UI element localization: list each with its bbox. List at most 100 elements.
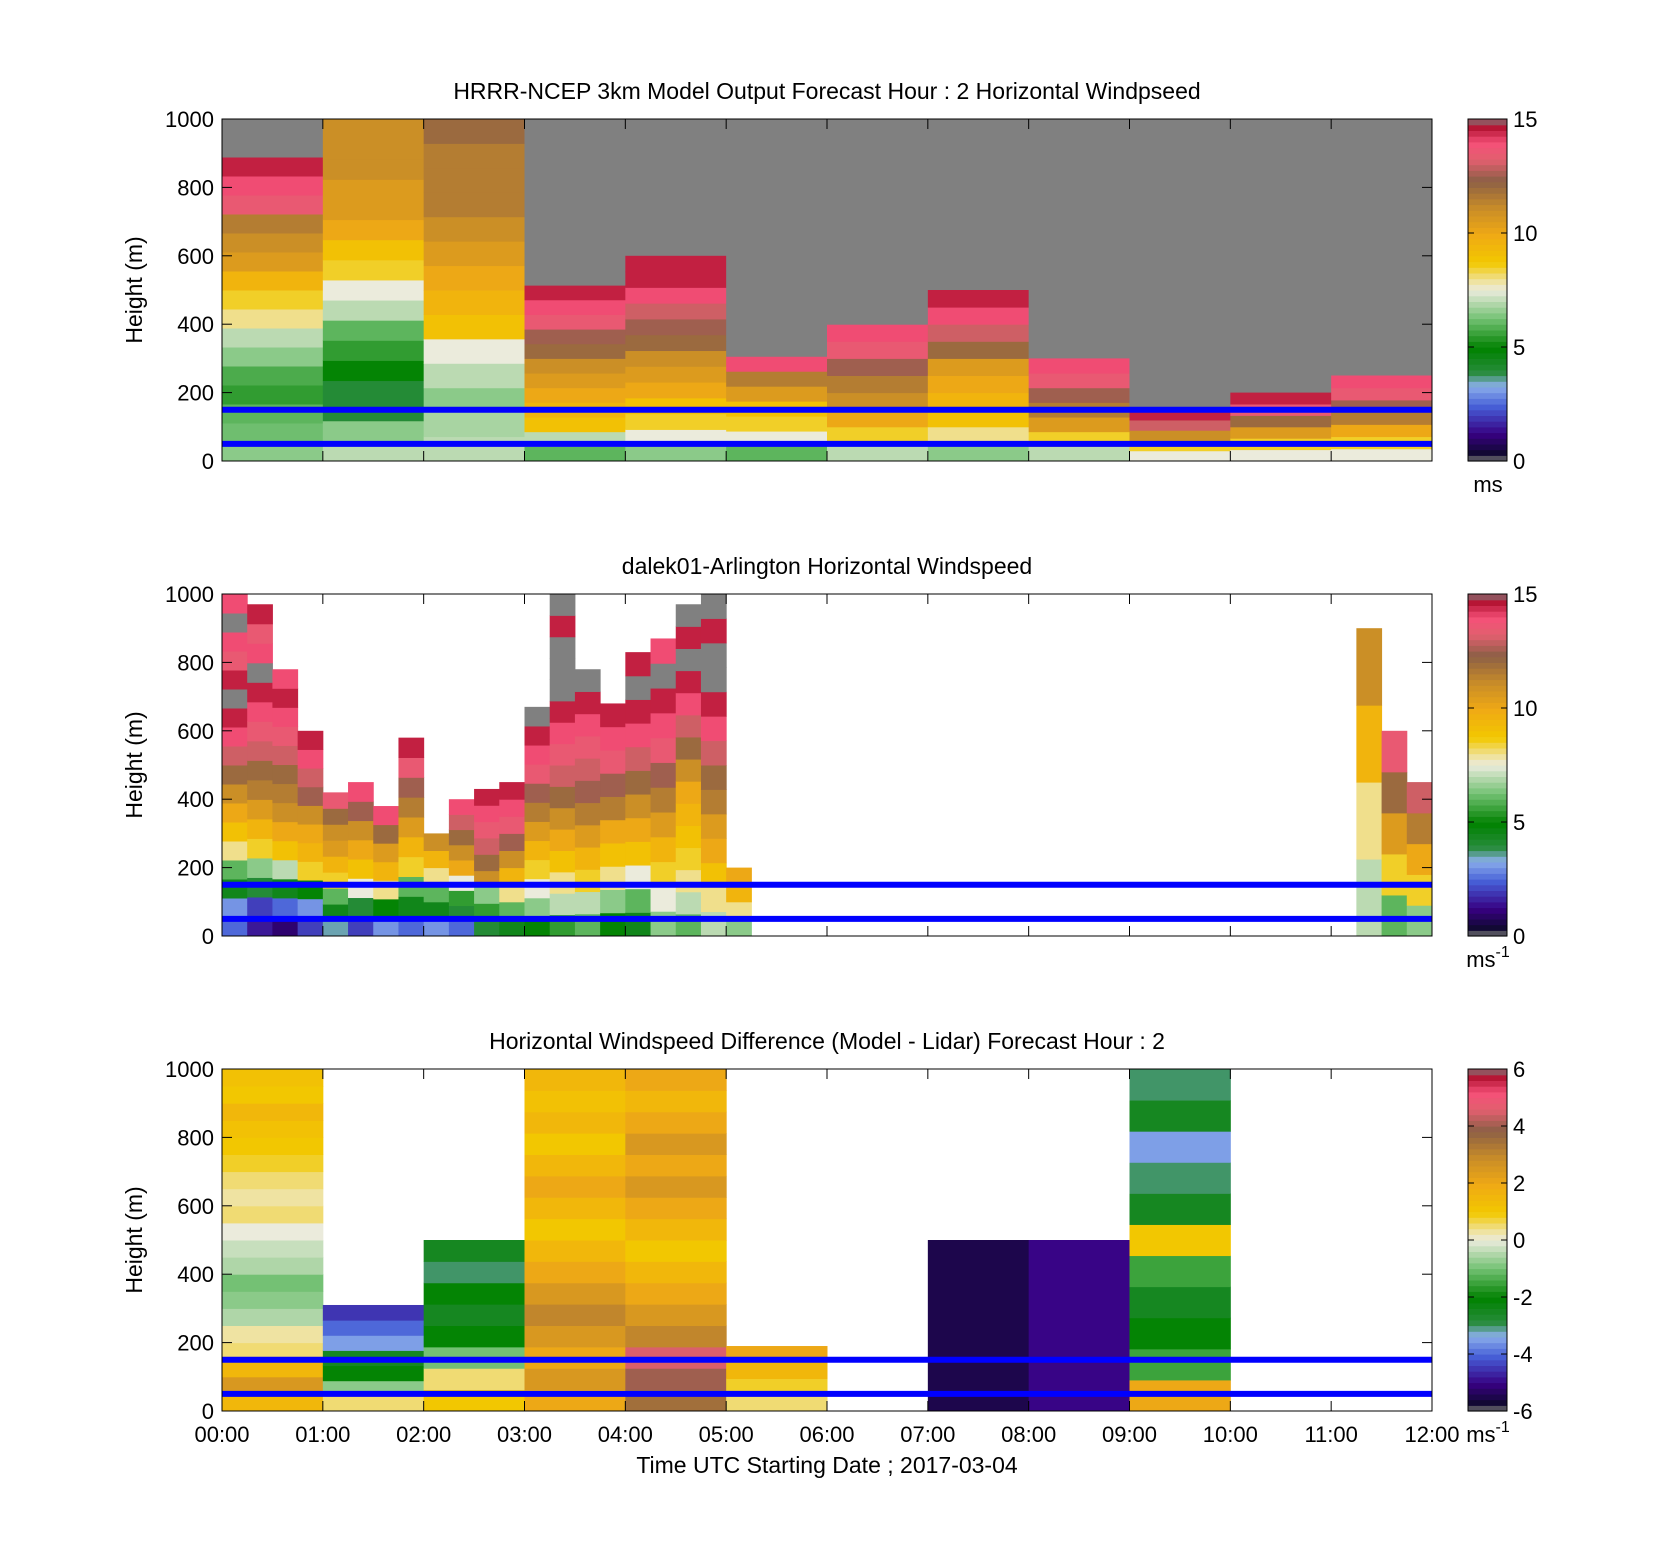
- colorbar: 0 5 10 15 ms: [1467, 107, 1537, 497]
- heatmap-cell: [247, 701, 273, 722]
- heatmap-cell: [297, 730, 324, 750]
- heatmap-cell: [574, 802, 601, 826]
- heatmap-cell: [625, 271, 727, 288]
- heatmap-cell: [1230, 415, 1332, 428]
- colorbar-segment: [1468, 358, 1507, 365]
- heatmap-cell: [222, 1205, 324, 1224]
- panel-3: 0 200 400 600 800 1000 00:00 01:00 02:00 03:00 04:…: [121, 1028, 1533, 1478]
- heatmap-cell: [726, 341, 828, 357]
- colorbar-segment: [1468, 1314, 1507, 1321]
- colorbar-segment: [1468, 759, 1507, 766]
- colorbar-segment: [1468, 1405, 1507, 1412]
- colorbar-segment: [1468, 255, 1507, 263]
- heatmap-cell: [222, 423, 324, 443]
- colorbar-segment: [1468, 312, 1507, 320]
- heatmap-cell: [222, 841, 248, 861]
- heatmap-cell: [700, 691, 727, 717]
- heatmap-cell: [247, 857, 273, 878]
- colorbar-segment: [1468, 1080, 1507, 1087]
- colorbar-segment: [1468, 1348, 1507, 1355]
- y-axis-label: Height (m): [121, 236, 147, 343]
- colorbar-segment: [1468, 221, 1507, 228]
- y-tick-label: 600: [177, 244, 214, 269]
- heatmap-cell: [398, 896, 425, 917]
- unit-superscript: -1: [1496, 1419, 1510, 1436]
- heatmap-cell: [625, 888, 652, 913]
- heatmap-cell: [600, 819, 626, 844]
- colorbar-segment: [1468, 215, 1507, 223]
- colorbar-segment: [1468, 827, 1507, 834]
- heatmap-cell: [499, 799, 525, 817]
- colorbar-segment: [1468, 816, 1507, 823]
- heatmap-cell: [222, 765, 248, 785]
- colorbar-segment: [1468, 1074, 1507, 1081]
- heatmap-cell: [423, 290, 525, 315]
- colorbar-segment: [1468, 753, 1507, 760]
- heatmap-cell: [222, 898, 248, 918]
- heatmap-cell: [423, 363, 525, 389]
- heatmap-cell: [322, 840, 349, 857]
- colorbar-segment: [1468, 1205, 1507, 1213]
- y-tick-label: 0: [202, 924, 214, 949]
- heatmap-cell: [549, 807, 576, 830]
- heatmap-cell: [625, 303, 727, 320]
- colorbar-segment: [1468, 833, 1507, 840]
- heatmap-cell: [222, 689, 248, 709]
- colorbar-segment: [1468, 193, 1507, 200]
- y-tick-label: 600: [177, 1194, 214, 1219]
- heatmap-cell: [549, 594, 576, 616]
- heatmap-cell: [625, 350, 727, 367]
- heatmap-cell: [1331, 412, 1433, 425]
- heatmap-cell: [222, 822, 248, 842]
- no-data-cell: [1230, 119, 1332, 393]
- heatmap-cell: [272, 726, 299, 746]
- heatmap-cell: [726, 371, 828, 387]
- x-axis-label: Time UTC Starting Date ; 2017-03-04: [636, 1452, 1018, 1478]
- colorbar-segment: [1468, 415, 1507, 422]
- heatmap-cell: [448, 799, 475, 815]
- heatmap-cell: [222, 651, 248, 671]
- heatmap-cell: [423, 265, 525, 291]
- unit-superscript: -1: [1496, 944, 1510, 961]
- heatmap-cell: [247, 662, 273, 683]
- heatmap-cell: [700, 765, 727, 790]
- heatmap-cell: [247, 799, 273, 820]
- heatmap-cell: [1129, 1348, 1231, 1381]
- heatmap-cell: [524, 1069, 626, 1091]
- heatmap-cell: [574, 824, 601, 848]
- heatmap-cell: [247, 760, 273, 781]
- heatmap-cell: [222, 309, 324, 329]
- heatmap-cell: [625, 1069, 727, 1091]
- colorbar-unit: ms-1: [1466, 1419, 1510, 1447]
- heatmap-cell: [625, 334, 727, 352]
- heatmap-cell: [524, 1240, 626, 1262]
- colorbar-segment: [1468, 324, 1507, 331]
- colorbar-tick-label: 2: [1513, 1171, 1525, 1196]
- colorbar-segment: [1468, 164, 1507, 171]
- y-tick-label: 400: [177, 312, 214, 337]
- heatmap-cell: [625, 746, 652, 771]
- colorbar-segment: [1468, 136, 1507, 143]
- colorbar-segment: [1468, 449, 1507, 456]
- heatmap-cell: [1356, 705, 1383, 783]
- heatmap-cell: [549, 765, 576, 787]
- heatmap-cell: [247, 604, 273, 625]
- heatmap-cell: [524, 1282, 626, 1305]
- heatmap-cell: [827, 358, 929, 376]
- heatmap-cell: [222, 1257, 324, 1275]
- heatmap-cell: [574, 713, 601, 737]
- heatmap-cell: [1406, 874, 1433, 906]
- colorbar-segment: [1468, 1222, 1507, 1230]
- heatmap-cell: [222, 1308, 324, 1326]
- colorbar-segment: [1468, 147, 1507, 154]
- heatmap-cell: [675, 891, 702, 915]
- heatmap-cell: [827, 392, 929, 411]
- heatmap-cell: [549, 658, 576, 680]
- heatmap-cell: [474, 919, 500, 937]
- heatmap-cell: [726, 901, 752, 920]
- heatmap-cell: [348, 801, 374, 822]
- heatmap-cell: [650, 911, 677, 937]
- heatmap-cell: [499, 901, 525, 920]
- heatmap-cell: [322, 920, 349, 937]
- heatmap-cell: [675, 648, 702, 672]
